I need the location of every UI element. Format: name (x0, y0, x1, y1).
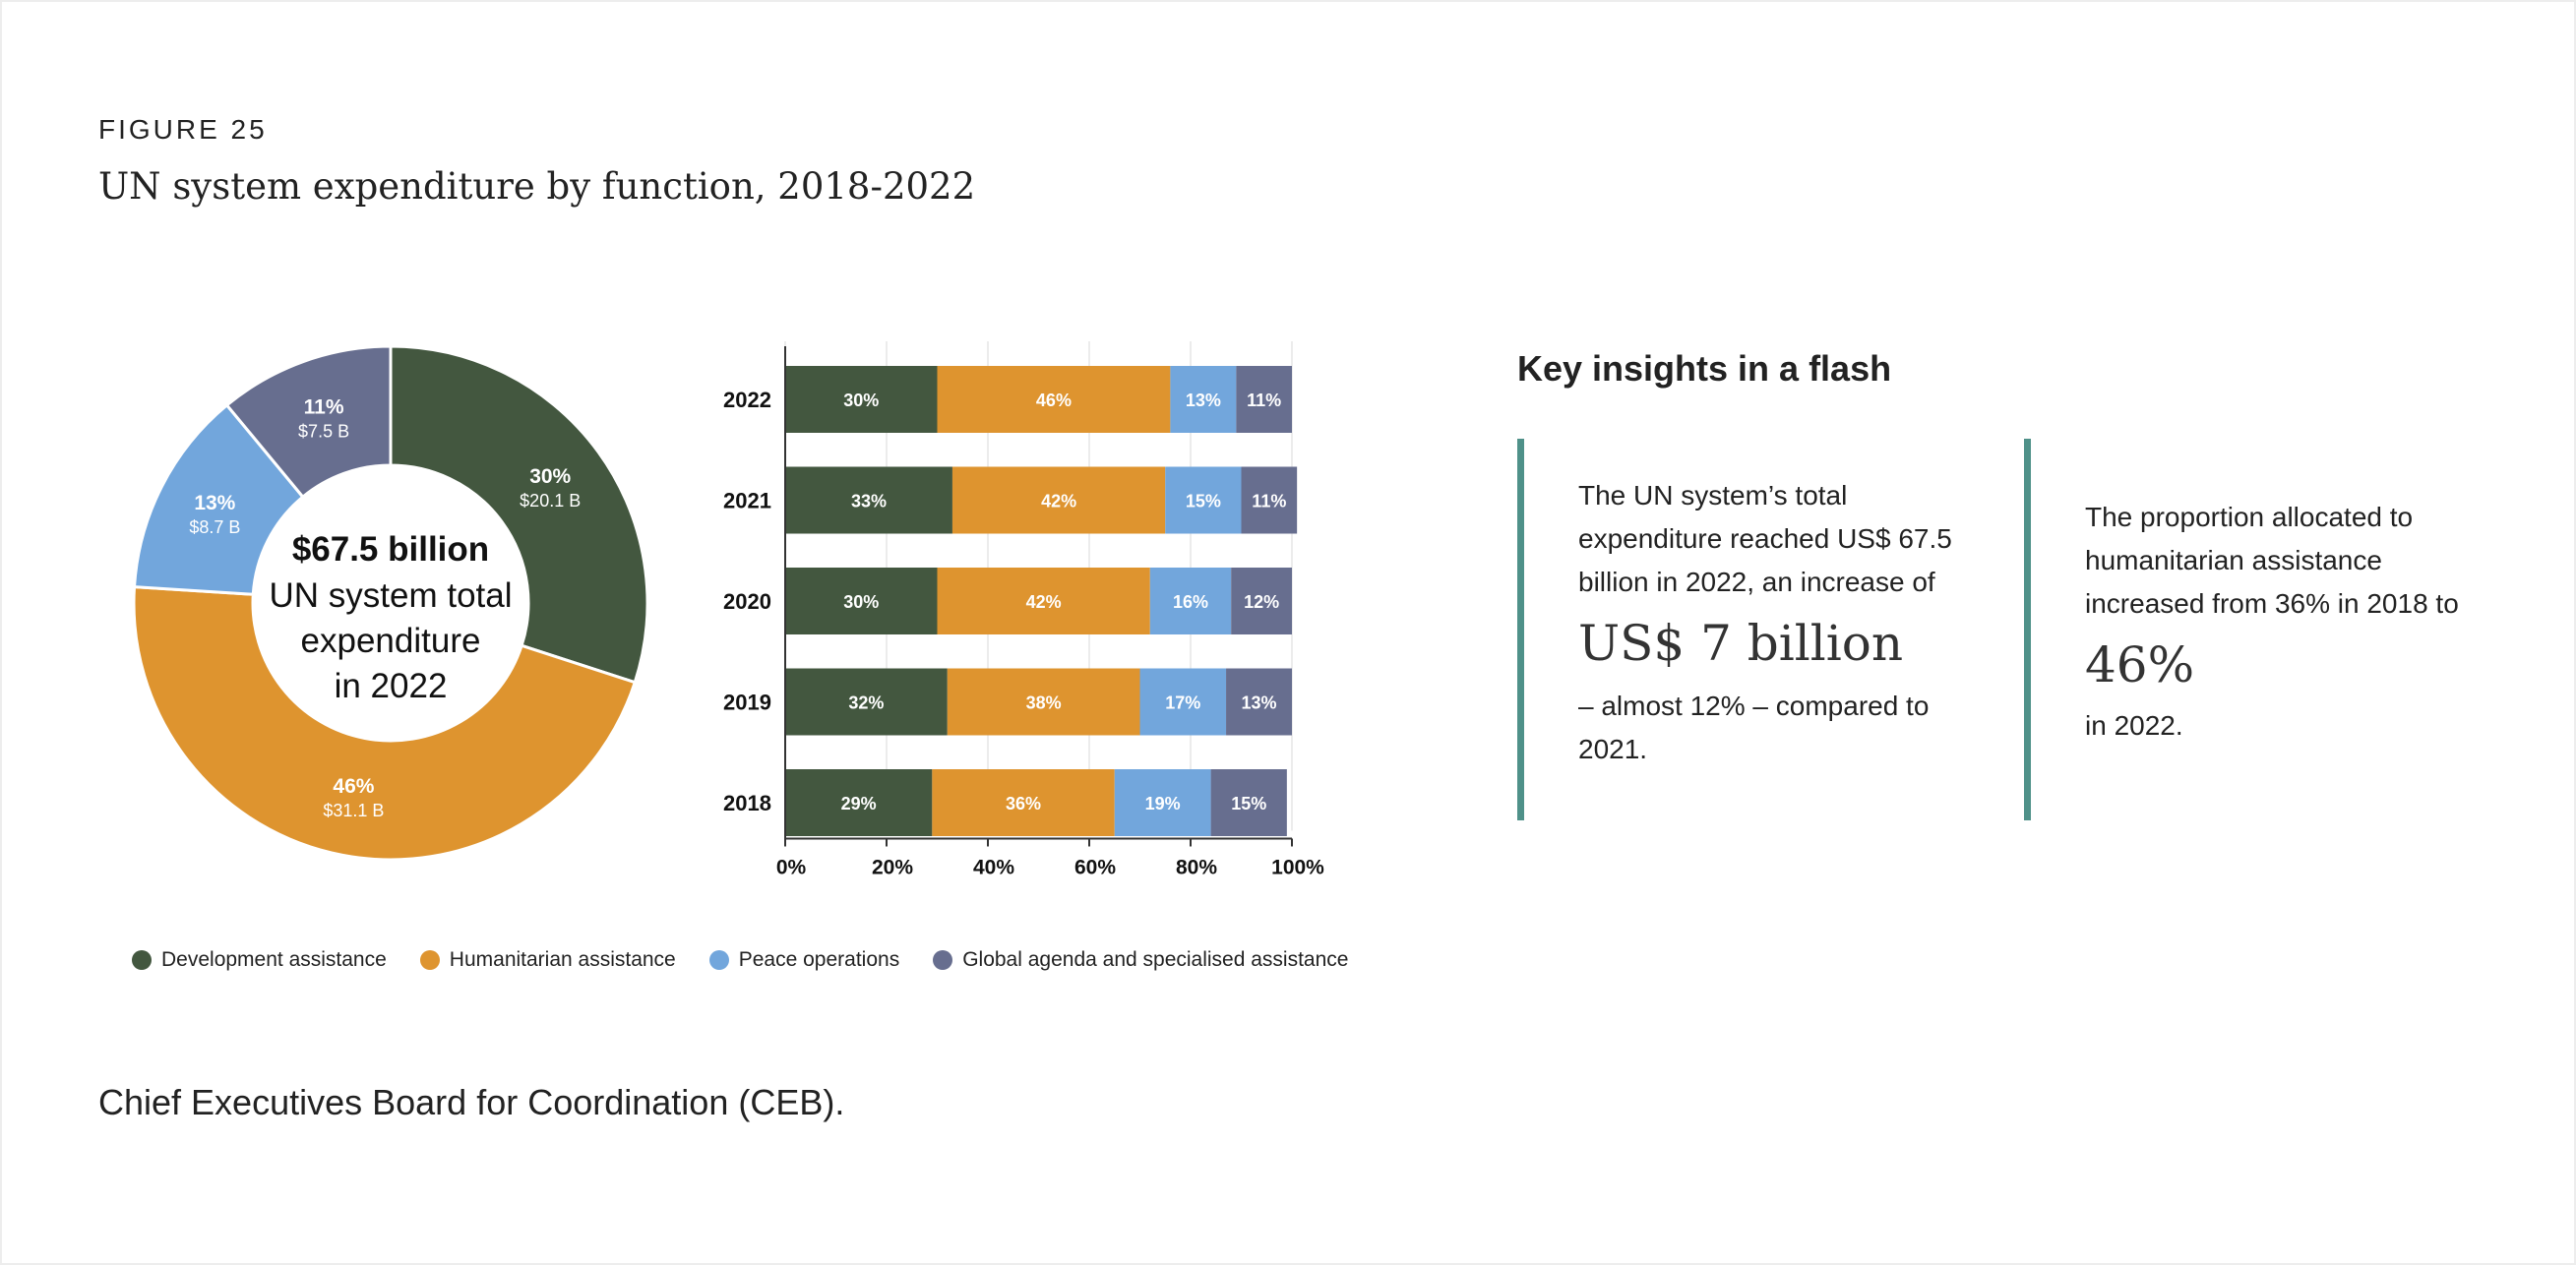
bar-segment-development-assistance (785, 769, 933, 836)
donut-center-line: UN system total (270, 576, 513, 615)
donut-value-label: $8.7 B (189, 517, 240, 537)
donut-slice-development-assistance (389, 344, 649, 685)
bar-segment-peace-operations (1170, 366, 1237, 433)
legend-item-humanitarian: Humanitarian assistance (419, 948, 676, 972)
legend-swatch-humanitarian (419, 950, 440, 970)
donut-value-label: $31.1 B (323, 801, 384, 820)
x-tick-label: 100% (1271, 857, 1324, 879)
insights-heading: Key insights in a flash (1517, 348, 1892, 389)
legend-item-peace: Peace operations (708, 948, 900, 972)
bar-data-label: 30% (843, 592, 879, 612)
legend-label-humanitarian: Humanitarian assistance (449, 948, 676, 971)
source-note: Chief Executives Board for Coordination … (98, 1082, 845, 1122)
bar-data-label: 11% (1252, 492, 1286, 512)
bar-data-label: 38% (1026, 693, 1062, 713)
x-tick-label: 60% (1074, 857, 1116, 879)
bar-data-label: 13% (1186, 391, 1221, 410)
bar-segment-development-assistance (785, 668, 948, 736)
bar-segment-global-agenda-and-specialised-assistance (1226, 668, 1292, 736)
x-tick-label: 0% (776, 857, 807, 879)
legend-item-global: Global agenda and specialised assistance (933, 948, 1348, 972)
stacked-bar-chart: 30% 46% 13% 11% 2022 33% 42% 15% 11% 2021 30% 42% 16… (723, 341, 1324, 879)
bar-segment-development-assistance (785, 366, 938, 433)
bar-segment-peace-operations (1149, 568, 1232, 634)
bar-data-label: 36% (1006, 794, 1041, 813)
y-tick-label: 2018 (723, 791, 771, 815)
bar-data-label: 11% (1247, 391, 1281, 410)
bar-data-label: 17% (1165, 693, 1200, 713)
donut-percent-label: 13% (194, 492, 235, 514)
x-tick-label: 20% (872, 857, 913, 879)
legend-item-development: Development assistance (132, 948, 387, 972)
insight-text-before: The proportion allocated to humanitarian… (2085, 502, 2459, 619)
bar-segment-humanitarian-assistance (932, 769, 1115, 836)
bar-data-label: 32% (848, 693, 884, 713)
insight-text-before: The UN system’s total expenditure reache… (1578, 480, 1952, 597)
figure-title: UN system expenditure by function, 2018-… (98, 165, 976, 208)
bar-data-label: 15% (1186, 492, 1221, 512)
legend-swatch-global (933, 950, 953, 970)
bar-segment-humanitarian-assistance (951, 466, 1166, 534)
bar-segment-humanitarian-assistance (937, 366, 1171, 433)
bar-data-label: 30% (843, 391, 879, 410)
bar-segment-peace-operations (1114, 769, 1211, 836)
bar-data-label: 42% (1026, 592, 1062, 612)
bar-segment-global-agenda-and-specialised-assistance (1210, 769, 1287, 836)
insight-text-after: – almost 12% – compared to 2021. (1578, 691, 1930, 764)
donut-slice-humanitarian-assistance (132, 585, 638, 862)
legend-label-development: Development assistance (161, 948, 387, 971)
legend-label-peace: Peace operations (738, 948, 900, 971)
x-tick-label: 80% (1176, 857, 1217, 879)
donut-percent-label: 30% (529, 465, 571, 488)
bar-segment-development-assistance (785, 568, 938, 634)
y-tick-label: 2020 (723, 589, 771, 614)
insight-highlight: US$ 7 billion (1578, 615, 1904, 672)
bar-segment-global-agenda-and-specialised-assistance (1241, 466, 1298, 534)
bar-data-label: 42% (1041, 492, 1076, 512)
bar-data-label: 13% (1242, 693, 1277, 713)
donut-chart: 30% $20.1 B 46% $31.1 B 13% $8.7 B 11% $7.5 B $6… (132, 344, 649, 862)
donut-center-line: in 2022 (335, 667, 448, 705)
bar-data-label: 12% (1244, 592, 1279, 612)
donut-value-label: $20.1 B (520, 491, 581, 511)
bar-data-label: 46% (1036, 391, 1072, 410)
bar-data-label: 16% (1173, 592, 1208, 612)
insight-text-after: in 2022. (2085, 710, 2183, 741)
bar-segment-global-agenda-and-specialised-assistance (1231, 568, 1292, 634)
figure-label: FIGURE 25 (98, 114, 268, 145)
donut-center-line: expenditure (301, 622, 481, 660)
chart-legend: Development assistance Humanitarian assi… (132, 948, 1348, 972)
donut-percent-label: 46% (333, 775, 374, 798)
legend-swatch-development (132, 950, 152, 970)
donut-slice-global-agenda-and-specialised-assistance (224, 344, 393, 500)
insight-highlight: 46% (2085, 636, 2195, 693)
y-tick-label: 2021 (723, 489, 771, 513)
bar-segment-development-assistance (785, 466, 952, 534)
bar-segment-peace-operations (1139, 668, 1227, 736)
donut-center-amount: $67.5 billion (292, 530, 489, 569)
bar-segment-global-agenda-and-specialised-assistance (1236, 366, 1292, 433)
bar-data-label: 29% (841, 794, 877, 813)
bar-segment-humanitarian-assistance (937, 568, 1150, 634)
donut-percent-label: 11% (304, 395, 344, 418)
insight-card-expenditure: The UN system’s total expenditure reache… (1517, 439, 1980, 820)
donut-value-label: $7.5 B (298, 421, 349, 441)
insight-card-humanitarian: The proportion allocated to humanitarian… (2024, 439, 2496, 820)
bar-data-label: 19% (1145, 794, 1181, 813)
bar-data-label: 33% (851, 492, 887, 512)
bar-segment-humanitarian-assistance (947, 668, 1140, 736)
y-tick-label: 2022 (723, 388, 771, 412)
bar-segment-peace-operations (1165, 466, 1242, 534)
legend-label-global: Global agenda and specialised assistance (962, 948, 1349, 971)
bar-data-label: 15% (1231, 794, 1266, 813)
legend-swatch-peace (708, 950, 729, 970)
y-tick-label: 2019 (723, 691, 771, 715)
x-tick-label: 40% (973, 857, 1014, 879)
